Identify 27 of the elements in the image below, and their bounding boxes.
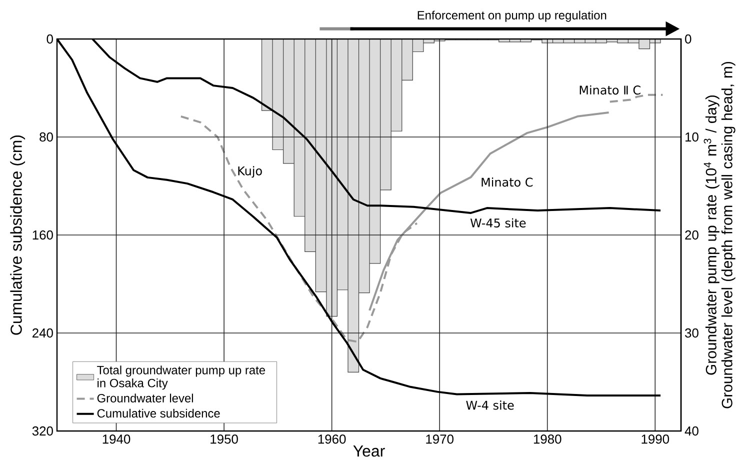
text: Enforcement on pump up regulation xyxy=(418,10,606,22)
y2-tick-label: 20 xyxy=(685,230,698,240)
y-tick-label: 240 xyxy=(32,328,53,338)
legend-label: Groundwater level xyxy=(97,394,193,402)
y2-tick-label: 10 xyxy=(686,132,698,142)
annotation: Kujo xyxy=(238,166,262,178)
x-tick-label: 1970 xyxy=(426,434,454,444)
y-tick-label: 320 xyxy=(32,426,53,436)
annotation: W-45 site xyxy=(470,218,526,228)
y2-tick-label: 40 xyxy=(684,426,698,436)
y-tick-label: 0 xyxy=(46,34,53,44)
y-tick-label: 160 xyxy=(32,230,53,240)
y2-tick-label: 0 xyxy=(685,34,692,44)
x-axis-title: Year xyxy=(353,446,385,457)
annotation: Minato Ⅱ C xyxy=(580,85,640,95)
y2-tick-label: 30 xyxy=(685,328,698,338)
y-tick-label: 80 xyxy=(40,132,53,142)
y-axis-title: Cumulative subsidence (cm) xyxy=(10,135,26,335)
x-tick-label: 1960 xyxy=(318,434,346,444)
x-tick-label: 1990 xyxy=(642,434,670,444)
x-tick-label: 1950 xyxy=(210,434,238,444)
annotation: Minato C xyxy=(482,177,533,187)
legend-label: Cumulative subsidence xyxy=(97,408,220,418)
annotation: W-4 site xyxy=(466,400,514,410)
x-tick-label: 1980 xyxy=(534,434,562,444)
x-tick-label: 1940 xyxy=(102,434,130,444)
legend-label: Total groundwater pump up rate in Osaka City xyxy=(97,366,266,390)
